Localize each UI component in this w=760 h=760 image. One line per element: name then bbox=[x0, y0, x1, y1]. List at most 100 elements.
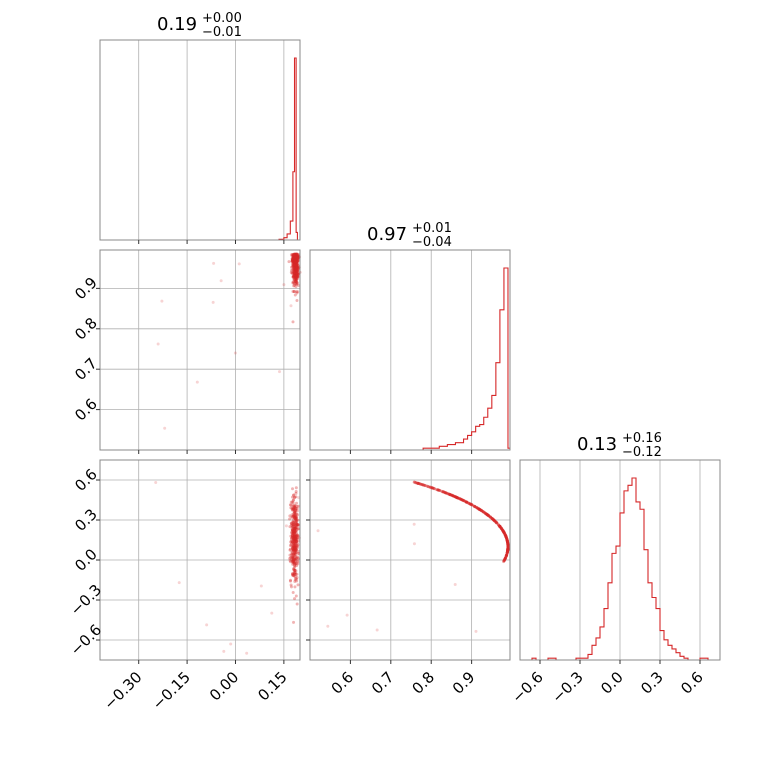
scatter-point bbox=[499, 526, 503, 530]
scatter-point bbox=[292, 253, 296, 257]
histogram-panel-2 bbox=[309, 249, 511, 454]
scatter-point bbox=[294, 517, 298, 521]
scatter-point bbox=[291, 548, 295, 552]
scatter-point bbox=[437, 489, 441, 493]
scatter-point bbox=[293, 516, 297, 520]
scatter-point bbox=[212, 261, 216, 265]
scatter-point bbox=[295, 260, 299, 264]
scatter-point bbox=[478, 507, 482, 511]
scatter-point bbox=[293, 564, 297, 568]
title-upper: +0.01 bbox=[412, 221, 452, 236]
scatter-point bbox=[293, 524, 297, 528]
scatter-point bbox=[297, 527, 301, 531]
scatter-point bbox=[292, 272, 296, 276]
scatter-point bbox=[506, 549, 510, 553]
scatter-point bbox=[293, 259, 297, 263]
scatter-point bbox=[292, 256, 296, 260]
scatter-point bbox=[505, 550, 509, 554]
scatter-point bbox=[294, 252, 298, 256]
scatter-point bbox=[294, 263, 298, 267]
scatter-point bbox=[506, 548, 510, 552]
scatter-point bbox=[506, 541, 510, 545]
scatter-point bbox=[293, 279, 297, 283]
scatter-point bbox=[503, 556, 507, 560]
scatter-point bbox=[294, 545, 298, 549]
scatter-point bbox=[296, 272, 300, 276]
scatter-point bbox=[293, 278, 297, 282]
scatter-point bbox=[292, 526, 296, 530]
scatter-point bbox=[292, 258, 296, 262]
scatter-point bbox=[505, 539, 509, 543]
scatter-point bbox=[291, 320, 295, 324]
scatter-point bbox=[502, 559, 506, 563]
scatter-point bbox=[294, 523, 298, 527]
scatter-point bbox=[295, 255, 299, 259]
scatter-point bbox=[293, 571, 297, 575]
scatter-point bbox=[288, 503, 292, 507]
scatter-point bbox=[291, 268, 295, 272]
scatter-point bbox=[292, 511, 296, 515]
scatter-point bbox=[293, 257, 297, 261]
scatter-point bbox=[469, 502, 473, 506]
scatter-point bbox=[506, 542, 510, 546]
scatter-point bbox=[293, 541, 297, 545]
scatter-point bbox=[421, 483, 425, 487]
scatter-point bbox=[293, 263, 297, 267]
scatter-point bbox=[477, 507, 481, 511]
scatter-point bbox=[294, 516, 298, 520]
scatter-point bbox=[295, 267, 299, 271]
scatter-point bbox=[502, 559, 506, 563]
scatter-point bbox=[293, 252, 297, 256]
scatter-point bbox=[296, 268, 300, 272]
scatter-point bbox=[296, 523, 300, 527]
scatter-point bbox=[294, 542, 298, 546]
scatter-point bbox=[294, 272, 298, 276]
scatter-point bbox=[472, 504, 476, 508]
title-lower: −0.12 bbox=[622, 445, 662, 460]
scatter-point bbox=[293, 527, 297, 531]
scatter-point bbox=[294, 255, 298, 259]
scatter-point bbox=[295, 519, 299, 523]
scatter-point bbox=[292, 548, 296, 552]
scatter-point bbox=[294, 261, 298, 265]
scatter-panel-1-3 bbox=[96, 459, 301, 664]
scatter-point bbox=[293, 255, 297, 259]
scatter-point bbox=[418, 482, 422, 486]
scatter-point bbox=[506, 543, 510, 547]
scatter-point bbox=[291, 275, 295, 279]
scatter-point bbox=[294, 256, 298, 260]
scatter-point bbox=[294, 262, 298, 266]
scatter-point bbox=[462, 498, 466, 502]
scatter-point bbox=[505, 551, 509, 555]
scatter-point bbox=[293, 260, 297, 264]
scatter-point bbox=[292, 274, 296, 278]
scatter-point bbox=[416, 481, 420, 485]
scatter-point bbox=[503, 533, 507, 537]
scatter-point bbox=[296, 275, 300, 279]
scatter-point bbox=[294, 270, 298, 274]
scatter-point bbox=[477, 507, 481, 511]
scatter-point bbox=[503, 556, 507, 560]
scatter-point bbox=[295, 254, 299, 258]
scatter-point bbox=[289, 540, 293, 544]
scatter-point bbox=[292, 560, 296, 564]
scatter-point bbox=[432, 487, 436, 491]
scatter-point bbox=[503, 532, 507, 536]
scatter-point bbox=[295, 259, 299, 263]
scatter-point bbox=[293, 516, 297, 520]
scatter-point bbox=[292, 520, 296, 524]
scatter-point bbox=[478, 508, 482, 512]
scatter-point bbox=[289, 500, 293, 504]
scatter-point bbox=[294, 256, 298, 260]
scatter-point bbox=[294, 264, 298, 268]
scatter-point bbox=[292, 263, 296, 267]
scatter-point bbox=[506, 548, 510, 552]
scatter-point bbox=[444, 491, 448, 495]
scatter-point bbox=[293, 572, 297, 576]
scatter-point bbox=[292, 283, 296, 287]
scatter-point bbox=[505, 552, 509, 556]
scatter-point bbox=[375, 628, 379, 632]
scatter-point bbox=[292, 252, 296, 256]
scatter-point bbox=[296, 255, 300, 259]
scatter-point bbox=[464, 500, 468, 504]
